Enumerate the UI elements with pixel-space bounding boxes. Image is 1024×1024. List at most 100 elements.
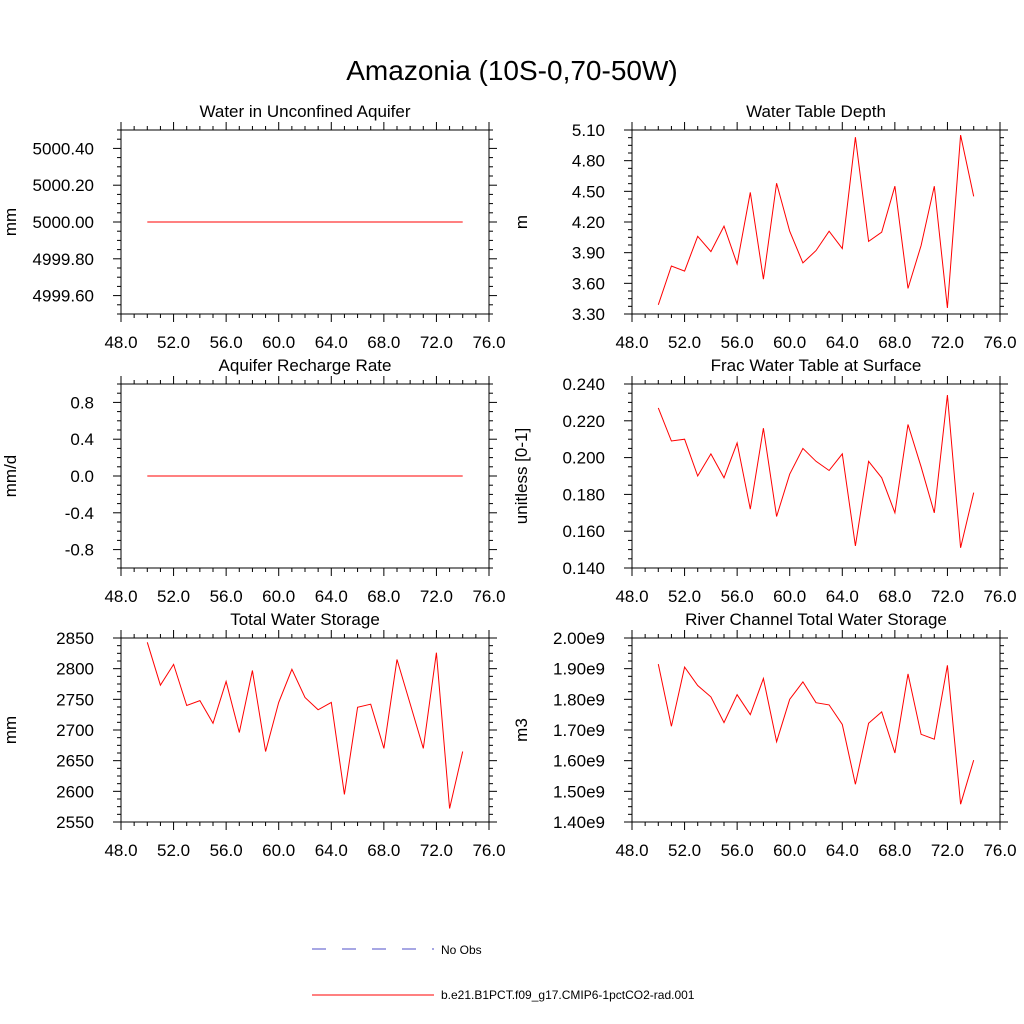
data-point	[318, 221, 319, 222]
data-point	[199, 475, 200, 476]
x-tick-label: 60.0	[262, 841, 295, 860]
data-point	[789, 699, 790, 700]
data-point	[396, 659, 397, 660]
x-tick-label: 52.0	[157, 841, 190, 860]
data-point	[186, 705, 187, 706]
data-point	[881, 477, 882, 478]
data-point	[947, 307, 948, 308]
data-point	[960, 135, 961, 136]
data-point	[802, 448, 803, 449]
data-point	[802, 262, 803, 263]
y-tick-label: 1.80e9	[553, 690, 605, 709]
data-point	[934, 512, 935, 513]
data-point	[815, 461, 816, 462]
data-point	[671, 265, 672, 266]
y-tick-label: 2.00e9	[553, 629, 605, 648]
y-tick-label: 3.90	[572, 244, 605, 263]
data-point	[370, 704, 371, 705]
data-point	[723, 477, 724, 478]
data-point	[829, 470, 830, 471]
data-point	[855, 137, 856, 138]
data-point	[304, 697, 305, 698]
data-point	[868, 461, 869, 462]
x-tick-label: 72.0	[420, 841, 453, 860]
y-axis-label: unitless [0-1]	[512, 428, 531, 524]
data-point	[815, 702, 816, 703]
data-point	[265, 751, 266, 752]
x-tick-label: 48.0	[615, 333, 648, 352]
x-tick-label: 76.0	[983, 333, 1016, 352]
x-tick-label: 56.0	[210, 841, 243, 860]
x-tick-label: 76.0	[472, 841, 505, 860]
y-tick-label: 4.50	[572, 182, 605, 201]
data-point	[212, 475, 213, 476]
data-point	[737, 263, 738, 264]
data-point	[671, 440, 672, 441]
data-point	[934, 739, 935, 740]
x-tick-label: 76.0	[983, 841, 1016, 860]
data-point	[173, 664, 174, 665]
data-point	[199, 700, 200, 701]
x-tick-label: 68.0	[367, 841, 400, 860]
data-point	[226, 221, 227, 222]
y-tick-label: 1.60e9	[553, 752, 605, 771]
data-point	[750, 509, 751, 510]
y-tick-label: 1.40e9	[553, 813, 605, 832]
panel-title: Water in Unconfined Aquifer	[199, 102, 410, 121]
x-tick-label: 68.0	[878, 333, 911, 352]
data-point	[921, 734, 922, 735]
data-point	[147, 221, 148, 222]
legend-model-label: b.e21.B1PCT.f09_g17.CMIP6-1pctCO2-rad.00…	[441, 988, 695, 1002]
data-point	[723, 722, 724, 723]
y-tick-label: 2600	[56, 782, 94, 801]
data-point	[383, 475, 384, 476]
data-point	[934, 186, 935, 187]
x-tick-label: 60.0	[773, 841, 806, 860]
data-point	[370, 221, 371, 222]
figure-title: Amazonia (10S-0,70-50W)	[346, 55, 677, 86]
data-point	[173, 221, 174, 222]
data-point	[226, 681, 227, 682]
data-point	[173, 475, 174, 476]
data-point	[199, 221, 200, 222]
data-point	[160, 221, 161, 222]
data-point	[147, 642, 148, 643]
data-point	[907, 424, 908, 425]
data-point	[410, 703, 411, 704]
data-point	[947, 665, 948, 666]
y-tick-label: 5000.20	[33, 176, 94, 195]
data-point	[344, 475, 345, 476]
x-tick-label: 60.0	[262, 333, 295, 352]
data-point	[894, 186, 895, 187]
panel-title: River Channel Total Water Storage	[685, 610, 947, 629]
series-line	[657, 663, 975, 805]
y-tick-label: 0.240	[562, 375, 605, 394]
data-point	[226, 475, 227, 476]
x-tick-label: 52.0	[668, 587, 701, 606]
data-point	[239, 221, 240, 222]
series-line	[657, 134, 975, 308]
data-point	[291, 221, 292, 222]
x-tick-label: 64.0	[315, 333, 348, 352]
x-tick-label: 72.0	[420, 333, 453, 352]
data-point	[462, 751, 463, 752]
x-tick-label: 48.0	[104, 587, 137, 606]
y-axis-label: mm	[1, 208, 20, 236]
x-tick-label: 64.0	[826, 333, 859, 352]
data-point	[737, 442, 738, 443]
data-point	[436, 221, 437, 222]
data-point	[737, 694, 738, 695]
data-point	[763, 428, 764, 429]
series-line	[657, 394, 975, 548]
y-tick-label: 0.160	[562, 522, 605, 541]
data-point	[750, 714, 751, 715]
panel-title: Aquifer Recharge Rate	[219, 356, 392, 375]
data-point	[697, 236, 698, 237]
y-tick-label: -0.8	[65, 541, 94, 560]
plot-frame	[120, 637, 490, 823]
data-point	[973, 492, 974, 493]
data-point	[697, 685, 698, 686]
y-axis-label: m3	[512, 718, 531, 742]
data-point	[449, 221, 450, 222]
data-point	[318, 709, 319, 710]
